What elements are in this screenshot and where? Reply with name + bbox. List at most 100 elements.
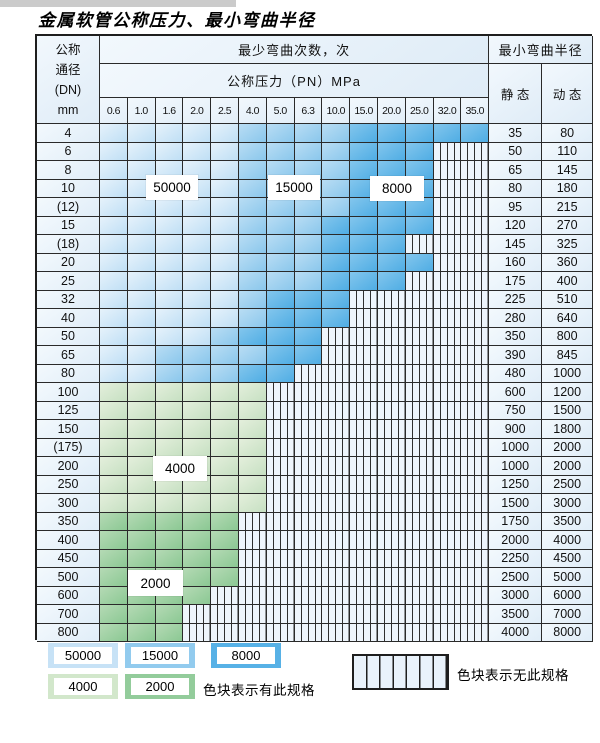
zone-cell-nospec [238,568,267,587]
zone-cell-nospec [294,475,323,494]
zone-cell-8000 [266,290,295,309]
dynamic-cell: 270 [542,216,594,235]
zone-cell-nospec [461,327,490,346]
zone-cell-4000 [211,475,239,494]
dynamic-cell: 4000 [542,531,594,550]
dynamic-cell: 215 [542,198,594,217]
zone-cell-8000 [405,253,434,272]
zone-cell-15000 [238,235,267,254]
zone-cell-4000 [127,457,156,476]
zone-cell-50000 [100,290,128,309]
zone-cell-nospec [433,161,462,180]
zone-cell-4000 [238,494,267,513]
zone-cell-8000 [350,142,378,161]
pressure-tick: 10.0 [322,98,351,124]
zone-cell-nospec [294,457,323,476]
zone-cell-nospec [350,512,378,531]
zone-cell-nospec [322,420,351,439]
zone-cell-nospec [350,290,378,309]
zone-cell-nospec [377,512,406,531]
zone-cell-50000 [127,161,156,180]
zone-cell-nospec [405,309,434,328]
static-cell: 1500 [489,494,543,513]
zone-cell-nospec [238,549,267,568]
zone-cell-15000 [238,253,267,272]
zone-cell-4000 [100,438,128,457]
zone-cell-8000 [266,309,295,328]
zone-cell-50000 [183,327,212,346]
zone-cell-nospec [433,623,462,642]
zone-cell-nospec [350,475,378,494]
zone-cell-8000 [405,216,434,235]
legend-swatch-label: 2000 [131,678,189,695]
zone-cell-50000 [127,142,156,161]
zone-cell-15000 [266,124,295,143]
zone-cell-nospec [377,438,406,457]
zone-cell-15000 [322,179,351,198]
static-cell: 35 [489,124,543,143]
zone-cell-nospec [461,272,490,291]
zone-cell-nospec [433,346,462,365]
zone-cell-2000 [211,568,239,587]
zone-cell-nospec [461,531,490,550]
zone-cell-2000 [183,586,212,605]
zone-cell-nospec [377,586,406,605]
zone-cell-nospec [405,623,434,642]
zone-cell-4000 [238,401,267,420]
static-cell: 900 [489,420,543,439]
pressure-tick: 2.0 [183,98,212,124]
pressure-tick: 25.0 [405,98,434,124]
zone-cell-nospec [405,290,434,309]
dn-cell: 50 [37,327,100,346]
zone-cell-4000 [100,420,128,439]
zone-cell-nospec [377,623,406,642]
zone-cell-nospec [350,568,378,587]
zone-cell-50000 [211,198,239,217]
zone-cell-50000 [100,309,128,328]
zone-cell-nospec [350,623,378,642]
zone-cell-4000 [238,457,267,476]
zone-cell-nospec [433,512,462,531]
zone-cell-8000 [350,235,378,254]
zone-cell-50000 [100,161,128,180]
zone-cell-nospec [294,364,323,383]
zone-cell-8000 [377,142,406,161]
zone-cell-nospec [322,346,351,365]
header-dn-line: mm [57,102,79,117]
zone-cell-nospec [238,512,267,531]
zone-cell-nospec [433,364,462,383]
zone-cell-15000 [266,216,295,235]
dn-cell: 150 [37,420,100,439]
zone-cell-nospec [322,605,351,624]
zone-cell-nospec [461,161,490,180]
legend-swatch-label: 50000 [54,647,112,664]
zone-cell-4000 [127,475,156,494]
zone-cell-nospec [294,438,323,457]
zone-cell-8000 [322,253,351,272]
zone-cell-nospec [433,401,462,420]
zone-cell-nospec [405,383,434,402]
zone-cell-nospec [350,364,378,383]
zone-cell-nospec [322,383,351,402]
dn-cell: 400 [37,531,100,550]
zone-cell-4000 [183,438,212,457]
zone-cell-15000 [238,161,267,180]
dynamic-cell: 145 [542,161,594,180]
zone-cell-nospec [322,623,351,642]
zone-cell-nospec [433,179,462,198]
dynamic-cell: 510 [542,290,594,309]
zone-cell-4000 [155,401,184,420]
static-cell: 225 [489,290,543,309]
legend-swatch-4000: 4000 [48,674,118,699]
legend-swatch-8000: 8000 [211,643,281,668]
zone-cell-nospec [461,549,490,568]
zone-cell-nospec [294,383,323,402]
zone-cell-2000 [127,605,156,624]
zone-cell-nospec [266,438,295,457]
zone-cell-nospec [405,531,434,550]
zone-cell-50000 [100,272,128,291]
zone-cell-50000 [100,364,128,383]
zone-cell-15000 [238,216,267,235]
zone-cell-nospec [350,438,378,457]
dynamic-cell: 800 [542,327,594,346]
